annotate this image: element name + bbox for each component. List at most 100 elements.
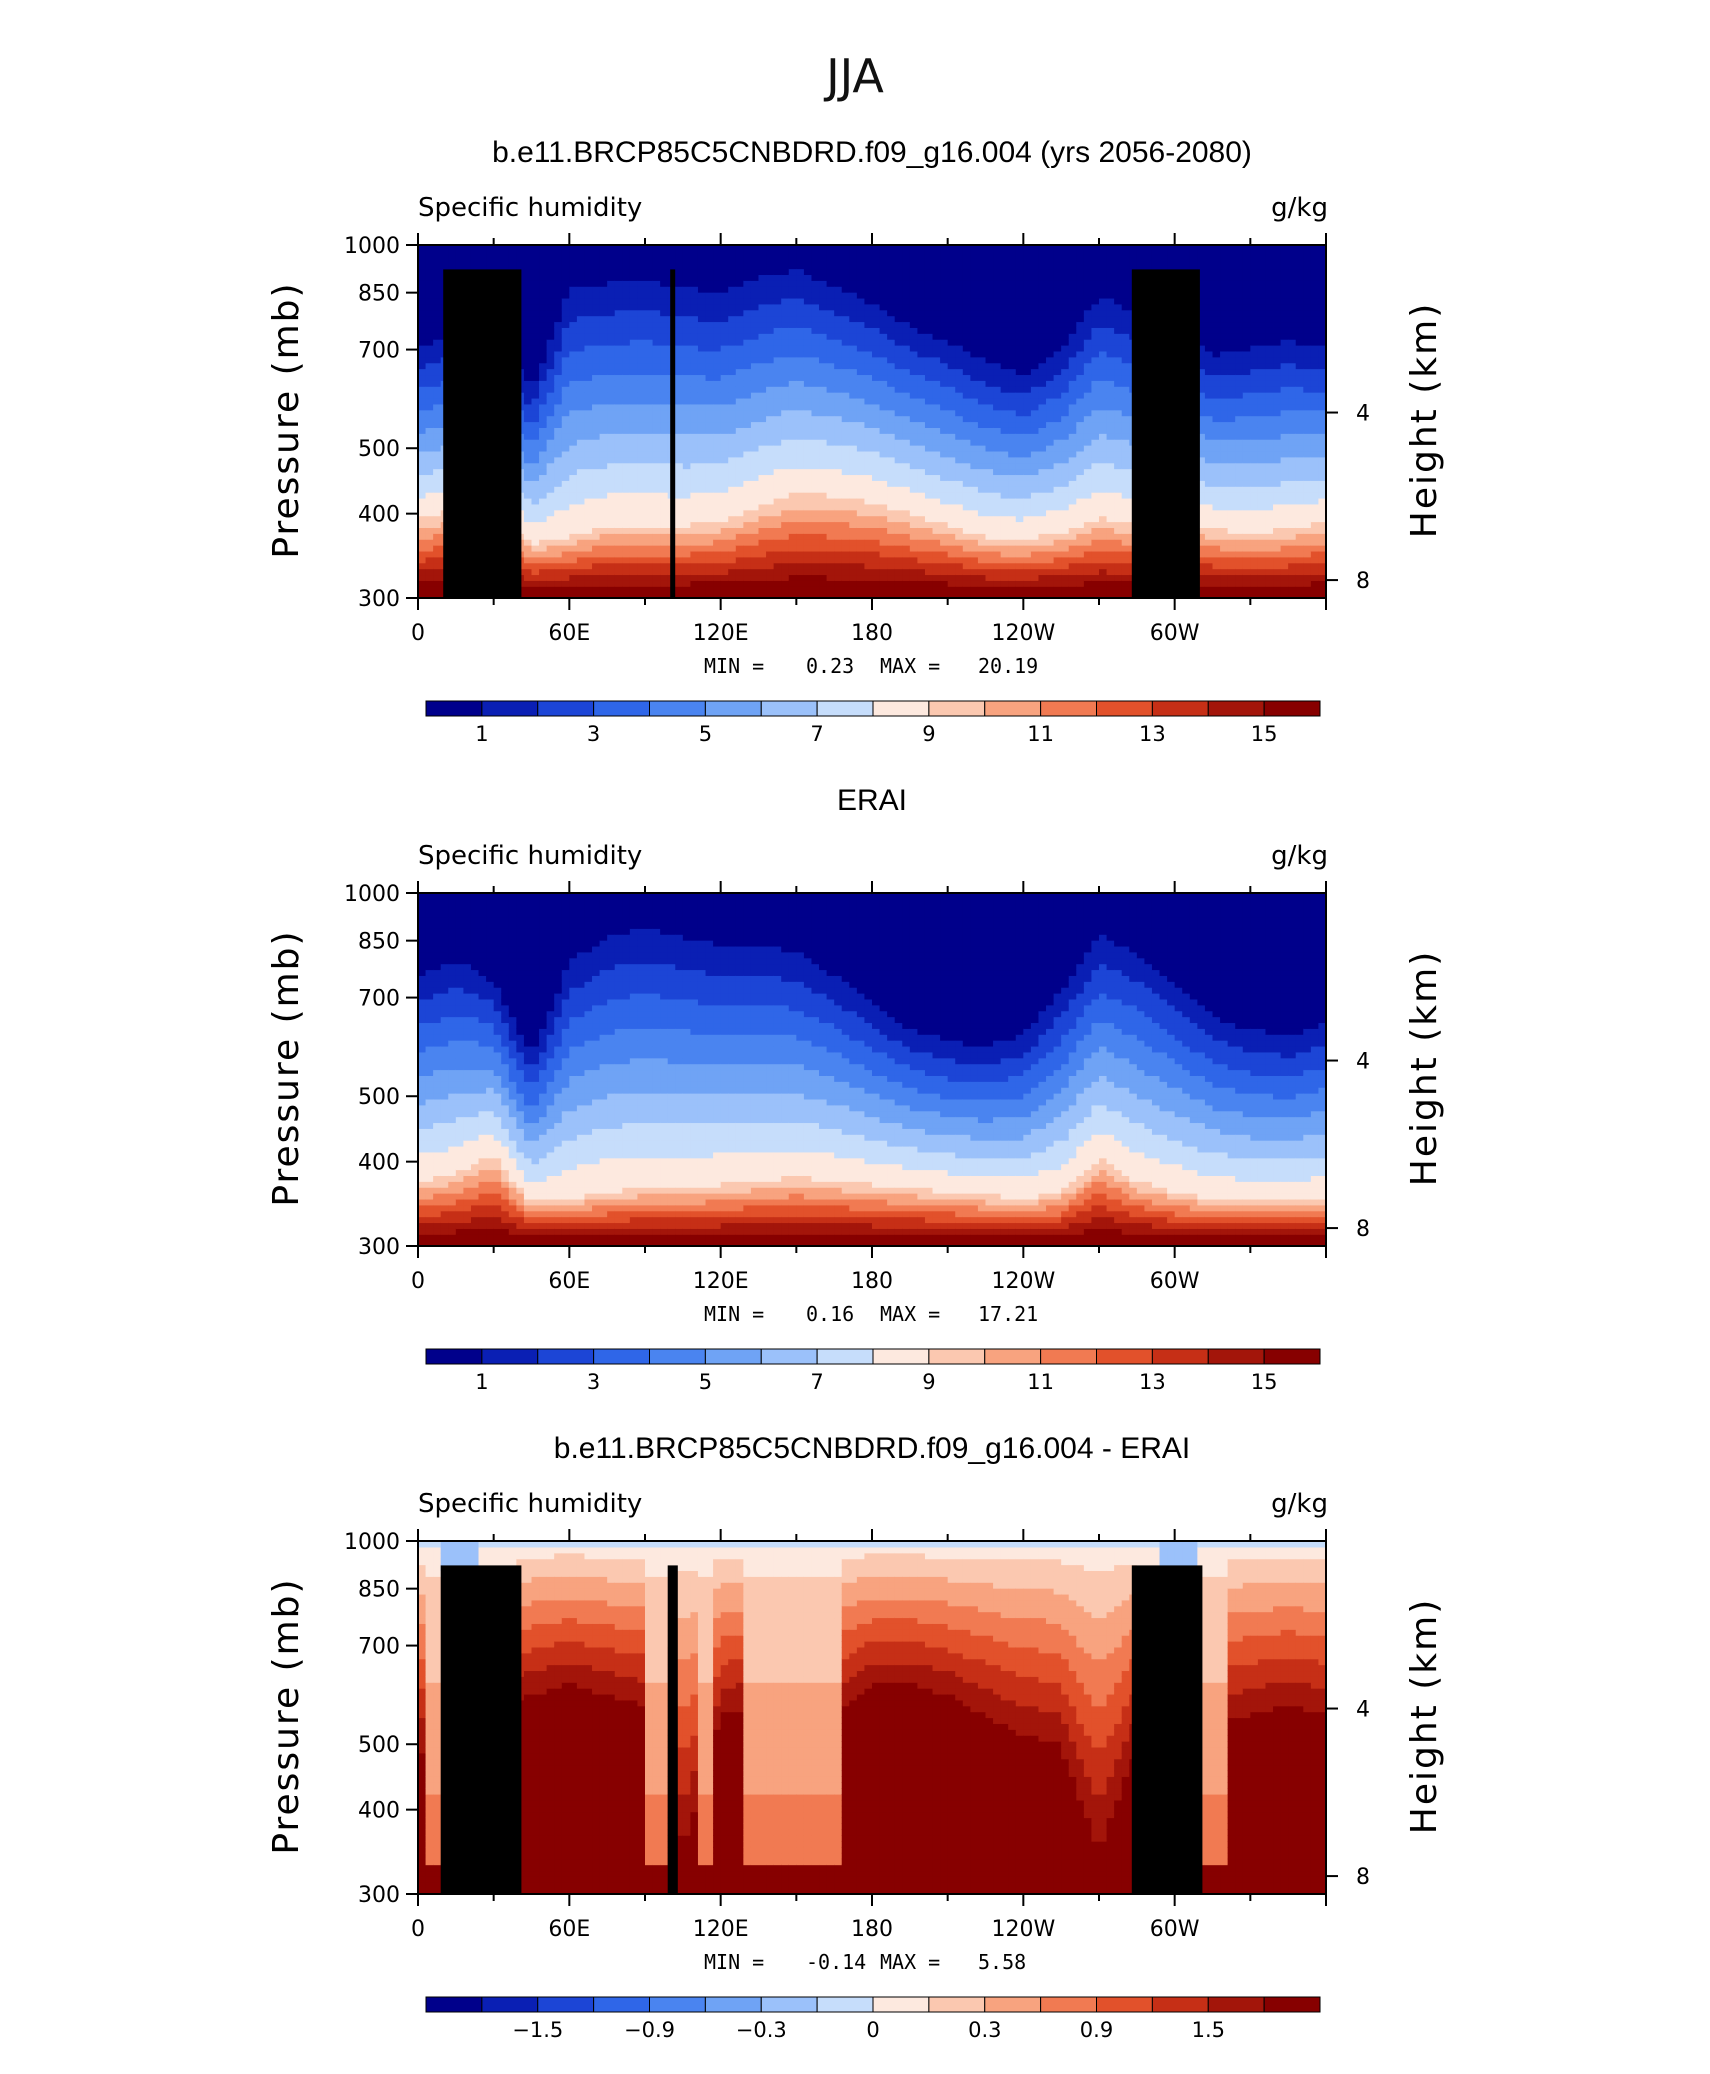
heatmap-cell bbox=[902, 509, 911, 517]
heatmap-cell bbox=[576, 456, 586, 464]
y-axis-label: Pressure (mb) bbox=[266, 281, 307, 558]
heatmap-cell bbox=[879, 521, 888, 528]
heatmap-cell bbox=[773, 433, 782, 440]
heatmap-cell bbox=[713, 468, 722, 476]
heatmap-cell bbox=[834, 509, 843, 517]
heatmap-cell bbox=[1023, 427, 1032, 434]
heatmap-cell bbox=[781, 303, 790, 311]
heatmap-cell bbox=[735, 350, 744, 358]
heatmap-cell bbox=[985, 392, 994, 399]
heatmap-cell bbox=[629, 280, 639, 287]
heatmap-cell bbox=[1023, 315, 1032, 323]
heatmap-cell bbox=[1023, 509, 1032, 517]
heatmap-cell bbox=[592, 509, 601, 517]
heatmap-cell bbox=[690, 503, 699, 511]
heatmap-cell bbox=[728, 397, 737, 405]
heatmap-cell bbox=[645, 439, 654, 446]
heatmap-cell bbox=[872, 480, 881, 487]
heatmap-cell bbox=[599, 245, 608, 252]
heatmap-cell bbox=[720, 250, 729, 258]
heatmap-cell bbox=[622, 421, 631, 428]
heatmap-cell bbox=[970, 468, 979, 476]
heatmap-cell bbox=[955, 297, 964, 305]
heatmap-cell bbox=[803, 350, 813, 358]
heatmap-cell bbox=[1015, 292, 1024, 299]
heatmap-cell bbox=[486, 245, 495, 252]
heatmap-cell bbox=[743, 421, 752, 428]
heatmap-cell bbox=[977, 415, 987, 423]
heatmap-cell bbox=[879, 568, 888, 576]
heatmap-cell bbox=[902, 245, 911, 252]
heatmap-cell bbox=[531, 274, 540, 281]
heatmap-cell bbox=[697, 345, 707, 352]
heatmap-cell bbox=[796, 339, 805, 346]
heatmap-cell bbox=[887, 292, 896, 299]
heatmap-cell bbox=[993, 392, 1002, 399]
heatmap-cell bbox=[856, 333, 866, 340]
heatmap-cell bbox=[1038, 427, 1047, 434]
heatmap-cell bbox=[554, 556, 563, 564]
heatmap-cell bbox=[531, 503, 540, 511]
heatmap-cell bbox=[433, 415, 442, 423]
heatmap-cell bbox=[531, 356, 540, 364]
heatmap-cell bbox=[735, 586, 744, 593]
heatmap-cell bbox=[637, 368, 646, 376]
heatmap-cell bbox=[887, 545, 896, 552]
heatmap-cell bbox=[433, 533, 442, 540]
heatmap-cell bbox=[856, 521, 866, 528]
heatmap-cell bbox=[720, 274, 729, 281]
heatmap-cell bbox=[834, 303, 843, 311]
heatmap-cell bbox=[561, 509, 570, 517]
heatmap-cell bbox=[872, 492, 881, 499]
heatmap-cell bbox=[743, 333, 752, 340]
heatmap-cell bbox=[418, 368, 427, 376]
heatmap-cell bbox=[872, 380, 881, 387]
heatmap-cell bbox=[1000, 274, 1009, 281]
heatmap-cell bbox=[985, 468, 994, 476]
heatmap-cell bbox=[592, 574, 601, 581]
heatmap-cell bbox=[894, 509, 903, 517]
heatmap-cell bbox=[705, 592, 714, 599]
heatmap-cell bbox=[539, 486, 548, 493]
heatmap-cell bbox=[728, 374, 737, 381]
heatmap-cell bbox=[879, 250, 888, 258]
heatmap-cell bbox=[554, 386, 563, 393]
heatmap-cell bbox=[561, 556, 570, 564]
heatmap-cell bbox=[614, 397, 623, 405]
heatmap-cell bbox=[932, 433, 941, 440]
heatmap-cell bbox=[418, 445, 427, 452]
heatmap-cell bbox=[599, 268, 608, 276]
heatmap-cell bbox=[690, 556, 699, 564]
heatmap-cell bbox=[902, 339, 911, 346]
heatmap-cell bbox=[796, 445, 805, 452]
heatmap-cell bbox=[576, 368, 586, 376]
heatmap-cell bbox=[962, 268, 971, 276]
heatmap-cell bbox=[660, 545, 669, 552]
heatmap-cell bbox=[758, 315, 767, 323]
heatmap-cell bbox=[932, 350, 941, 358]
heatmap-cell bbox=[940, 556, 949, 564]
heatmap-cell bbox=[607, 350, 616, 358]
heatmap-cell bbox=[917, 274, 926, 281]
heatmap-cell bbox=[607, 556, 616, 564]
heatmap-cell bbox=[924, 274, 934, 281]
heatmap-cell bbox=[569, 333, 578, 340]
heatmap-cell bbox=[766, 515, 775, 523]
heatmap-cell bbox=[819, 421, 828, 428]
heatmap-cell bbox=[894, 245, 903, 252]
heatmap-cell bbox=[720, 386, 729, 393]
heatmap-cell bbox=[690, 539, 699, 546]
heatmap-cell bbox=[917, 562, 926, 570]
heatmap-cell bbox=[433, 274, 442, 281]
heatmap-cell bbox=[894, 568, 903, 576]
heatmap-cell bbox=[660, 586, 669, 593]
heatmap-cell bbox=[637, 392, 646, 399]
heatmap-cell bbox=[697, 268, 707, 276]
heatmap-cell bbox=[614, 486, 623, 493]
heatmap-cell bbox=[894, 533, 903, 540]
heatmap-cell bbox=[917, 297, 926, 305]
heatmap-cell bbox=[523, 362, 533, 370]
heatmap-cell bbox=[826, 397, 835, 405]
heatmap-cell bbox=[841, 433, 850, 440]
heatmap-cell bbox=[728, 321, 737, 328]
